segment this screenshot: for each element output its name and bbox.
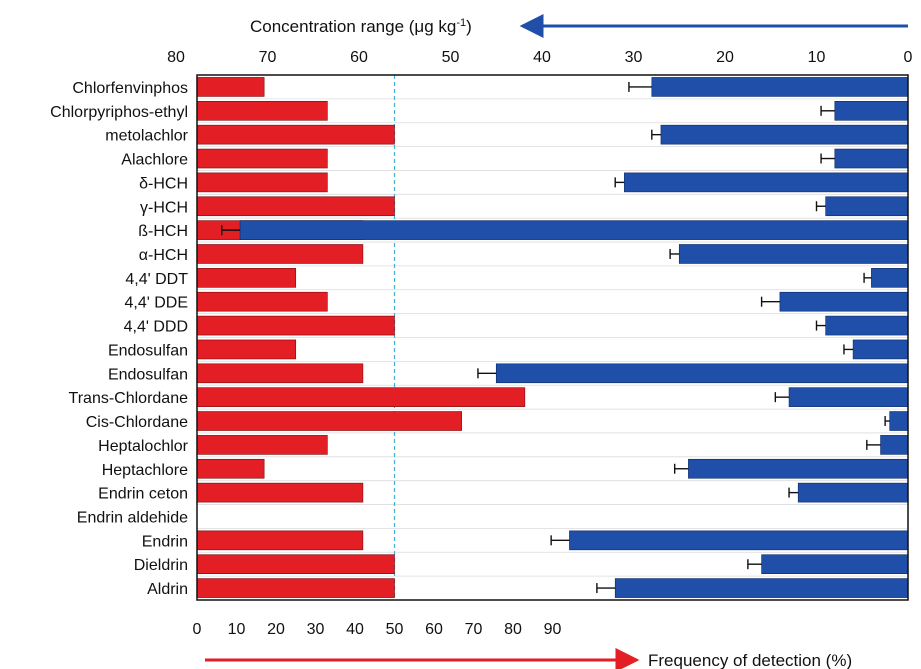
- frequency-bar: [196, 411, 462, 431]
- frequency-tick-label: 70: [465, 621, 483, 638]
- category-label: Endrin: [142, 533, 188, 550]
- plot-frame: [196, 74, 909, 601]
- frequency-bar: [196, 244, 364, 264]
- category-label: Endosulfan: [108, 366, 188, 383]
- frequency-tick-label: 60: [425, 621, 443, 638]
- category-label: metolachlor: [105, 128, 188, 145]
- frequency-bar: [196, 339, 297, 360]
- category-label: Endrin aldehide: [77, 509, 188, 526]
- frequency-tick-label: 20: [267, 621, 285, 638]
- category-label: Endrin ceton: [98, 486, 188, 503]
- category-label: 4,4' DDD: [124, 319, 188, 336]
- concentration-bar: [614, 578, 909, 598]
- category-label: 4,4' DDT: [125, 271, 188, 288]
- frequency-tick-label: 0: [193, 621, 202, 638]
- category-label: 4,4' DDE: [124, 295, 188, 312]
- frequency-bar: [196, 196, 395, 217]
- concentration-bar: [651, 77, 909, 97]
- category-label: Heptalochlor: [98, 438, 189, 455]
- frequency-bar: [196, 458, 265, 479]
- frequency-bar: [196, 363, 364, 384]
- category-label: δ-HCH: [139, 175, 188, 192]
- concentration-bar: [624, 172, 909, 193]
- concentration-tick-label: 80: [167, 49, 185, 66]
- concentration-bar: [834, 100, 909, 121]
- frequency-tick-label: 10: [228, 621, 246, 638]
- concentration-tick-label: 20: [716, 49, 734, 66]
- category-label: Chlorfenvinphos: [72, 80, 188, 97]
- category-label: α-HCH: [139, 247, 188, 264]
- frequency-tick-label: 50: [386, 621, 404, 638]
- concentration-bar: [825, 196, 909, 217]
- frequency-tick-label: 80: [504, 621, 522, 638]
- category-label: Endosulfan: [108, 342, 188, 359]
- concentration-bar: [678, 244, 909, 264]
- category-label: Heptachlore: [102, 462, 188, 479]
- concentration-tick-label: 30: [625, 49, 643, 66]
- frequency-bar: [196, 530, 364, 551]
- concentration-bar: [797, 482, 909, 503]
- concentration-tick-label: 50: [442, 49, 460, 66]
- frequency-bar: [196, 124, 395, 145]
- frequency-bar: [196, 578, 395, 598]
- category-label: Trans-Chlordane: [69, 390, 189, 407]
- concentration-bar: [761, 554, 909, 575]
- category-label: Chlorpyriphos-ethyl: [50, 104, 188, 121]
- concentration-axis-title: Concentration range (μg kg-1): [250, 17, 472, 36]
- concentration-tick-label: 10: [808, 49, 826, 66]
- concentration-tick-label: 40: [533, 49, 551, 66]
- category-label: Alachlore: [121, 152, 188, 169]
- category-label: Dieldrin: [134, 557, 188, 574]
- concentration-bar: [495, 363, 909, 384]
- frequency-bar: [196, 268, 297, 288]
- concentration-bar: [779, 291, 909, 312]
- concentration-tick-label: 70: [259, 49, 277, 66]
- concentration-bar: [788, 387, 909, 407]
- frequency-tick-label: 90: [544, 621, 562, 638]
- frequency-bar: [196, 554, 395, 575]
- concentration-bar: [688, 458, 909, 479]
- category-label: Aldrin: [147, 581, 188, 598]
- concentration-tick-label: 0: [904, 49, 913, 66]
- frequency-tick-label: 40: [346, 621, 364, 638]
- concentration-bar: [660, 124, 909, 145]
- frequency-bar: [196, 148, 328, 169]
- concentration-tick-label: 60: [350, 49, 368, 66]
- frequency-bar: [196, 482, 364, 503]
- category-label: γ-HCH: [140, 199, 188, 216]
- category-label: ß-HCH: [138, 223, 188, 240]
- frequency-bar: [196, 387, 526, 407]
- concentration-bar: [871, 268, 909, 288]
- frequency-axis-title: Frequency of detection (%): [648, 651, 852, 669]
- concentration-bar: [239, 220, 909, 240]
- frequency-tick-label: 30: [307, 621, 325, 638]
- concentration-bar: [825, 315, 909, 336]
- frequency-bar: [196, 291, 328, 312]
- frequency-bar: [196, 315, 395, 336]
- frequency-bar: [196, 77, 265, 97]
- concentration-bar: [880, 435, 909, 455]
- concentration-bar: [834, 148, 909, 169]
- frequency-bar: [196, 100, 328, 121]
- concentration-bar: [852, 339, 909, 360]
- concentration-bar: [569, 530, 909, 551]
- category-label: Cis-Chlordane: [86, 414, 188, 431]
- concentration-bar: [889, 411, 909, 431]
- frequency-bar: [196, 435, 328, 455]
- frequency-bar: [196, 172, 328, 193]
